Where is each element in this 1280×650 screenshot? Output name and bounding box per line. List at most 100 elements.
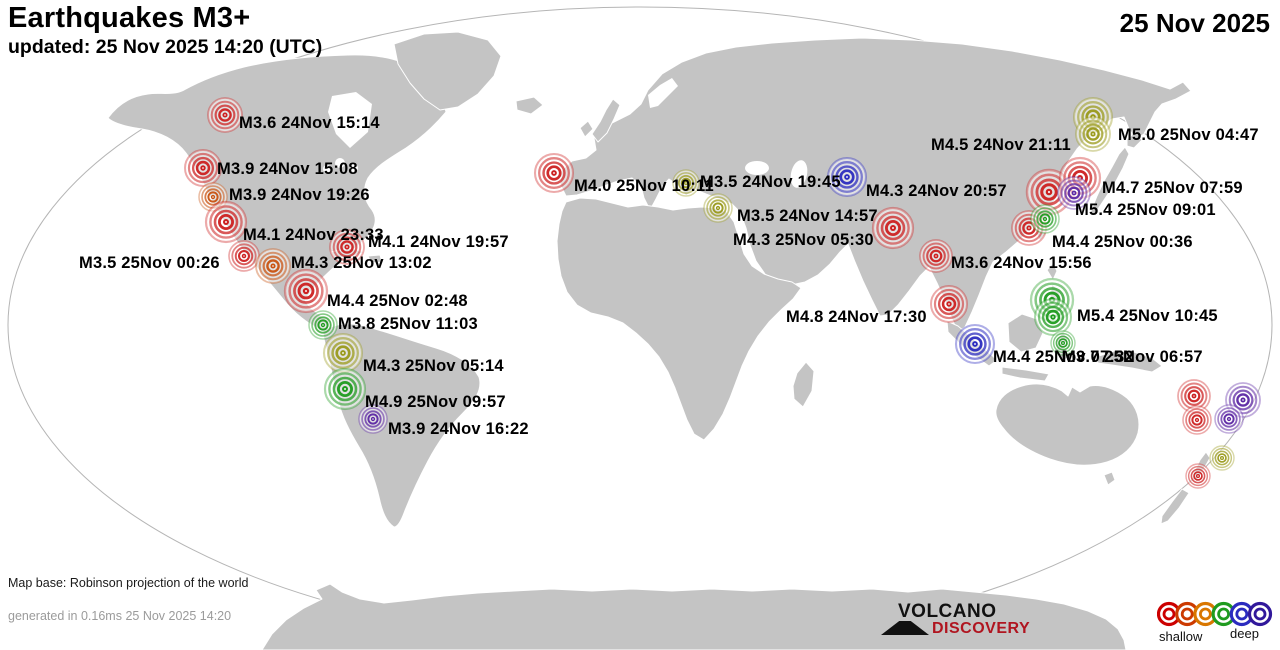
quake-marker[interactable] [358,404,388,434]
legend-deep-label: deep [1230,626,1259,641]
ireland [579,120,594,138]
logo-text-volcano: VOLCANO [898,601,997,622]
legend-depth-ring [1157,601,1182,627]
quake-label: M3.9 24Nov 15:08 [217,160,358,178]
quake-label: M3.5 24Nov 19:45 [700,173,841,191]
volcano-discovery-logo[interactable]: VOLCANO DISCOVERY [881,601,1051,645]
quake-marker[interactable] [204,200,248,244]
quake-marker[interactable] [228,240,260,272]
quake-marker[interactable] [323,367,367,411]
quake-marker[interactable] [322,332,364,374]
philippines [1046,262,1058,281]
australia [995,383,1140,466]
quake-label: M5.0 25Nov 04:47 [1118,126,1259,144]
borneo [1007,313,1044,353]
quake-label: M5.4 25Nov 09:01 [1075,201,1216,219]
hispaniola [367,254,383,264]
quake-marker[interactable] [1182,405,1212,435]
hudson-bay [328,92,372,148]
quake-label: M4.3 25Nov 13:02 [291,254,432,272]
page-title: Earthquakes M3+ [8,2,251,34]
quake-marker[interactable] [255,248,291,284]
legend-shallow-label: shallow [1159,629,1203,644]
quake-marker[interactable] [329,229,365,265]
greenland [393,31,502,111]
caspian-sea [790,160,808,188]
quake-marker[interactable] [1075,116,1111,152]
quake-label: M4.4 25Nov 07:32 [993,348,1134,366]
quake-label: M3.8 25Nov 11:03 [338,315,478,333]
tasmania [1103,471,1116,486]
quake-label: M4.4 25Nov 02:48 [327,292,468,310]
quake-marker[interactable] [919,239,953,273]
java [1001,366,1050,382]
map-base-note: Map base: Robinson projection of the wor… [8,576,249,590]
quake-label: M4.8 24Nov 17:30 [786,308,927,326]
legend-depth-ring [1229,601,1254,627]
logo-text-discovery: DISCOVERY [932,620,1031,637]
hokkaido [1126,131,1143,149]
quake-label: M4.3 25Nov 05:30 [733,231,874,249]
legend-depth-ring [1193,601,1218,627]
legend-depth-ring [1175,601,1200,627]
great-lake [335,158,345,168]
quake-marker[interactable] [703,193,733,223]
quake-label: M4.5 24Nov 21:11 [931,136,1071,154]
quake-marker[interactable] [1185,463,1211,489]
volcano-icon [881,621,929,635]
quake-label: M3.9 24Nov 19:26 [229,186,370,204]
new-guinea [1095,350,1163,373]
quake-marker[interactable] [930,285,968,323]
quake-marker[interactable] [871,206,915,250]
quake-layer [184,96,1261,489]
quake-marker[interactable] [1050,330,1076,356]
quake-marker[interactable] [308,310,338,340]
great-lake [323,165,331,173]
depth-legend [1157,601,1273,627]
generated-note: generated in 0.16ms 25 Nov 2025 14:20 [8,609,232,623]
madagascar [792,361,815,408]
quake-marker[interactable] [1209,445,1235,471]
legend-depth-ring [1247,601,1273,627]
britain [591,98,621,143]
page-subtitle: updated: 25 Nov 2025 14:20 (UTC) [8,36,323,58]
quake-marker[interactable] [533,152,575,194]
quake-marker[interactable] [1034,298,1072,336]
quake-marker[interactable] [1177,379,1211,413]
label-layer: M3.6 24Nov 15:14 M3.9 24Nov 15:08 M3.9 24N… [79,114,1259,438]
quake-label: M4.7 25Nov 07:59 [1102,179,1243,197]
quake-marker[interactable] [954,323,996,365]
quake-label: M4.1 24Nov 23:33 [243,226,384,244]
quake-marker[interactable] [1030,204,1060,234]
quake-label: M4.1 24Nov 19:57 [368,233,509,251]
great-lake [350,164,358,172]
quake-marker[interactable] [1025,168,1073,216]
new-zealand-south [1160,488,1190,525]
quake-marker[interactable] [207,97,243,133]
quake-label: M4.3 24Nov 20:57 [866,182,1007,200]
quake-label: M4.9 25Nov 09:57 [365,393,506,411]
quake-label: M3.6 24Nov 15:14 [239,114,380,132]
quake-marker[interactable] [184,149,222,187]
quake-label: M3.6 24Nov 15:56 [951,254,1092,272]
quake-label: M5.4 25Nov 10:45 [1077,307,1218,325]
quake-marker[interactable] [1214,404,1244,434]
continent-africa [556,197,802,441]
quake-label: M3.5 25Nov 00:26 [79,254,220,272]
quake-label: M3.9 24Nov 16:22 [388,420,529,438]
black-sea [745,161,769,175]
page-date: 25 Nov 2025 [1119,8,1270,38]
baltic-sea [648,78,678,108]
japan [1090,146,1130,217]
quake-label: M4.3 25Nov 05:14 [363,357,504,375]
quake-marker[interactable] [672,169,700,197]
iceland [515,96,544,115]
quake-marker[interactable] [1057,176,1091,210]
quake-marker[interactable] [283,268,329,314]
quake-label: M3.7 25Nov 06:57 [1062,348,1203,366]
quake-marker[interactable] [826,156,868,198]
quake-label: M4.0 25Nov 10:11 [574,177,714,195]
quake-label: M3.5 24Nov 14:57 [737,207,878,225]
